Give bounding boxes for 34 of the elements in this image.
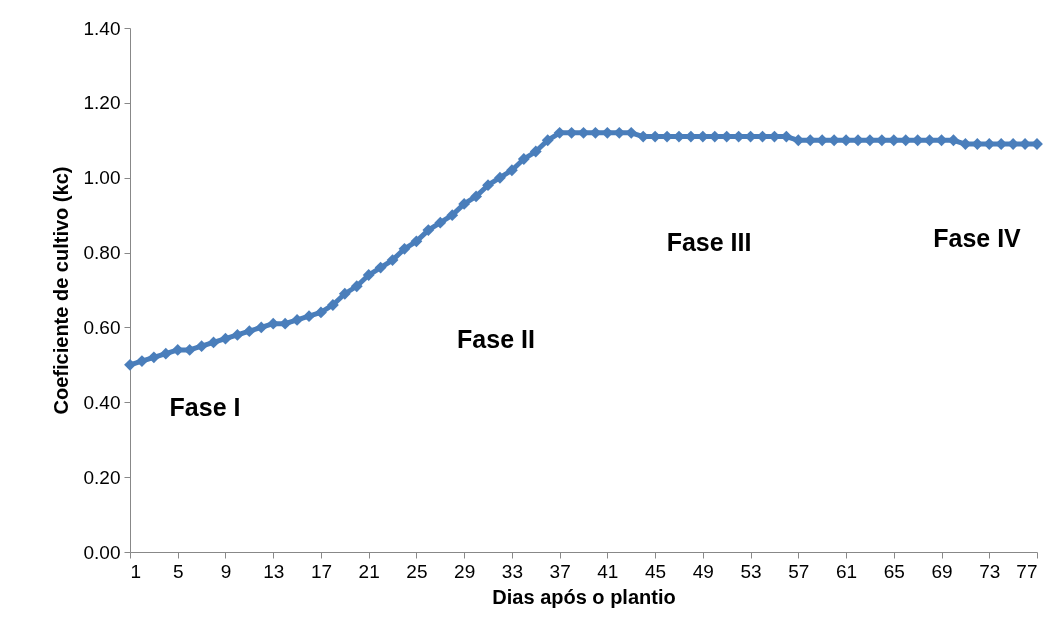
y-tick-label: 0.20 xyxy=(83,466,121,488)
y-tick-label: 1.40 xyxy=(83,17,121,39)
x-tick-label: 5 xyxy=(172,560,184,582)
x-tick-label: 45 xyxy=(645,560,667,582)
x-tick-label: 17 xyxy=(310,560,333,582)
x-tick-label: 37 xyxy=(549,560,571,582)
x-tick-label: 25 xyxy=(406,560,428,582)
x-tick-label: 53 xyxy=(740,560,762,582)
annotation: Fase IV xyxy=(933,224,1022,252)
annotation: Fase III xyxy=(666,228,752,256)
x-tick-label: 49 xyxy=(692,560,714,582)
x-tick-label: 9 xyxy=(220,560,232,582)
y-tick-label: 1.00 xyxy=(83,167,121,189)
x-axis-title: Dias após o plantio xyxy=(492,585,676,608)
x-tick-label: 57 xyxy=(788,560,810,582)
x-tick-label: 69 xyxy=(931,560,953,582)
x-tick-label: 13 xyxy=(263,560,285,582)
x-tick-label: 77 xyxy=(1016,560,1038,582)
y-tick-label: 1.20 xyxy=(83,92,121,114)
x-tick-label: 61 xyxy=(835,560,858,582)
y-axis-title: Coeficiente de cultivo (kc) xyxy=(49,166,72,415)
x-tick-label: 65 xyxy=(883,560,905,582)
x-tick-label: 1 xyxy=(130,560,142,582)
y-tick-label: 0.80 xyxy=(83,242,121,264)
y-tick-label: 0.00 xyxy=(83,541,121,563)
x-tick-label: 33 xyxy=(501,560,523,582)
x-tick-label: 73 xyxy=(979,560,1001,582)
y-tick-label: 0.40 xyxy=(83,391,121,413)
annotation: Fase I xyxy=(169,393,241,421)
x-tick-label: 21 xyxy=(358,560,380,582)
annotation: Fase II xyxy=(457,325,535,353)
x-tick-label: 41 xyxy=(597,560,619,582)
y-tick-label: 0.60 xyxy=(83,316,121,338)
x-tick-label: 29 xyxy=(454,560,476,582)
